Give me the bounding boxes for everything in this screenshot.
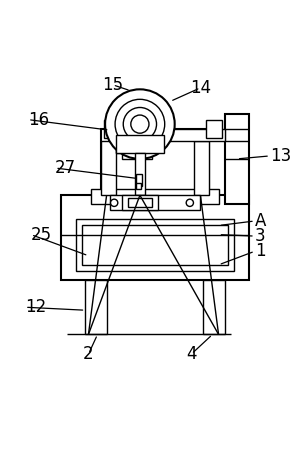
Bar [203,280,225,335]
Circle shape [131,115,149,133]
Circle shape [186,199,193,207]
Bar [101,141,116,195]
Circle shape [111,199,118,207]
Bar [110,195,200,210]
Text: 3: 3 [255,227,265,245]
Bar [92,189,219,204]
Bar [82,226,228,265]
Bar [128,198,152,207]
Text: 14: 14 [190,79,211,97]
Bar [122,195,158,210]
Bar [225,114,249,204]
Text: 15: 15 [102,76,123,94]
Bar [136,183,141,189]
Bar [135,153,145,195]
Text: 12: 12 [25,298,46,316]
Bar [116,135,164,153]
Bar [101,129,209,195]
Bar [61,195,249,280]
Bar [85,280,107,335]
Text: 27: 27 [55,159,76,177]
Bar [194,141,209,195]
Text: 4: 4 [186,345,197,363]
Circle shape [123,107,157,141]
Bar [110,129,225,141]
Bar [76,220,234,271]
Text: 13: 13 [270,147,291,165]
Text: A: A [255,212,266,230]
Bar [136,174,142,186]
Text: 1: 1 [255,242,265,260]
Text: 25: 25 [31,226,52,244]
Bar [206,120,222,138]
Circle shape [115,99,165,149]
Circle shape [105,89,175,159]
Bar [116,135,158,153]
Bar [104,120,119,138]
Bar [122,147,152,159]
Text: 2: 2 [83,345,94,363]
Text: 16: 16 [28,110,49,129]
